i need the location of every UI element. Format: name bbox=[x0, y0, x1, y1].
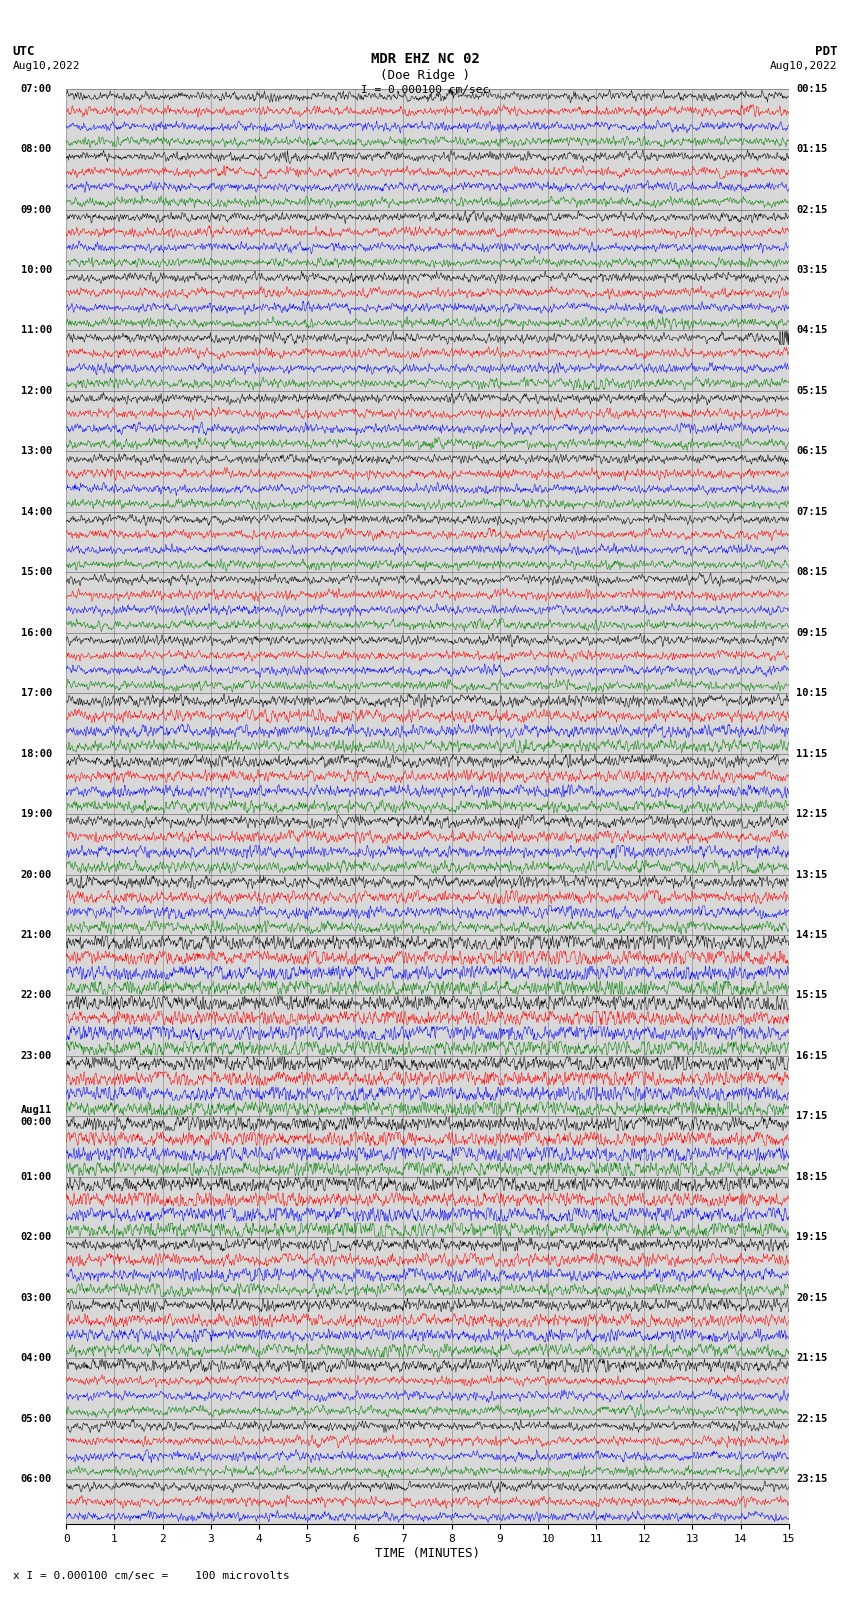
Text: Aug10,2022: Aug10,2022 bbox=[770, 61, 837, 71]
Text: 20:15: 20:15 bbox=[796, 1292, 827, 1303]
Text: 08:00: 08:00 bbox=[20, 144, 52, 155]
Text: 23:00: 23:00 bbox=[20, 1050, 52, 1061]
Text: 01:15: 01:15 bbox=[796, 144, 827, 155]
Text: 18:00: 18:00 bbox=[20, 748, 52, 758]
Text: 05:00: 05:00 bbox=[20, 1413, 52, 1424]
Text: 13:00: 13:00 bbox=[20, 447, 52, 456]
Text: 07:15: 07:15 bbox=[796, 506, 827, 516]
Text: 11:00: 11:00 bbox=[20, 326, 52, 336]
Text: 21:15: 21:15 bbox=[796, 1353, 827, 1363]
Text: Aug10,2022: Aug10,2022 bbox=[13, 61, 80, 71]
Text: 23:15: 23:15 bbox=[796, 1474, 827, 1484]
Text: 14:00: 14:00 bbox=[20, 506, 52, 516]
Text: 04:15: 04:15 bbox=[796, 326, 827, 336]
Text: 04:00: 04:00 bbox=[20, 1353, 52, 1363]
Text: 10:00: 10:00 bbox=[20, 265, 52, 276]
Text: 01:00: 01:00 bbox=[20, 1171, 52, 1182]
Text: 19:00: 19:00 bbox=[20, 810, 52, 819]
Text: 22:00: 22:00 bbox=[20, 990, 52, 1000]
Text: 17:00: 17:00 bbox=[20, 689, 52, 698]
Text: 14:15: 14:15 bbox=[796, 931, 827, 940]
Text: 17:15: 17:15 bbox=[796, 1111, 827, 1121]
Text: 16:15: 16:15 bbox=[796, 1050, 827, 1061]
Text: x I = 0.000100 cm/sec =    100 microvolts: x I = 0.000100 cm/sec = 100 microvolts bbox=[13, 1571, 290, 1581]
Text: 09:15: 09:15 bbox=[796, 627, 827, 637]
Text: 02:15: 02:15 bbox=[796, 205, 827, 215]
Text: 18:15: 18:15 bbox=[796, 1171, 827, 1182]
Text: 05:15: 05:15 bbox=[796, 386, 827, 395]
Text: 12:15: 12:15 bbox=[796, 810, 827, 819]
Text: 03:15: 03:15 bbox=[796, 265, 827, 276]
Text: 02:00: 02:00 bbox=[20, 1232, 52, 1242]
Text: PDT: PDT bbox=[815, 45, 837, 58]
Text: 07:00: 07:00 bbox=[20, 84, 52, 94]
Text: UTC: UTC bbox=[13, 45, 35, 58]
Text: 03:00: 03:00 bbox=[20, 1292, 52, 1303]
Text: 11:15: 11:15 bbox=[796, 748, 827, 758]
Text: 22:15: 22:15 bbox=[796, 1413, 827, 1424]
Text: 09:00: 09:00 bbox=[20, 205, 52, 215]
Text: 15:15: 15:15 bbox=[796, 990, 827, 1000]
Text: 10:15: 10:15 bbox=[796, 689, 827, 698]
Text: 00:15: 00:15 bbox=[796, 84, 827, 94]
Text: 21:00: 21:00 bbox=[20, 931, 52, 940]
Text: 08:15: 08:15 bbox=[796, 568, 827, 577]
Text: 19:15: 19:15 bbox=[796, 1232, 827, 1242]
Text: Aug11
00:00: Aug11 00:00 bbox=[20, 1105, 52, 1127]
Text: (Doe Ridge ): (Doe Ridge ) bbox=[380, 69, 470, 82]
X-axis label: TIME (MINUTES): TIME (MINUTES) bbox=[375, 1547, 480, 1560]
Text: 16:00: 16:00 bbox=[20, 627, 52, 637]
Text: 15:00: 15:00 bbox=[20, 568, 52, 577]
Text: 06:00: 06:00 bbox=[20, 1474, 52, 1484]
Text: 12:00: 12:00 bbox=[20, 386, 52, 395]
Text: 06:15: 06:15 bbox=[796, 447, 827, 456]
Text: MDR EHZ NC 02: MDR EHZ NC 02 bbox=[371, 52, 479, 66]
Text: 13:15: 13:15 bbox=[796, 869, 827, 879]
Text: I = 0.000100 cm/sec: I = 0.000100 cm/sec bbox=[361, 85, 489, 95]
Text: 20:00: 20:00 bbox=[20, 869, 52, 879]
